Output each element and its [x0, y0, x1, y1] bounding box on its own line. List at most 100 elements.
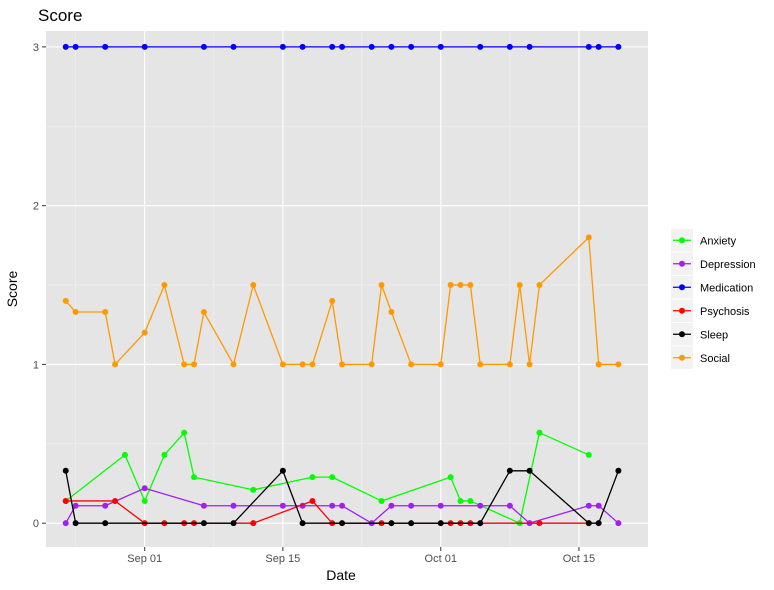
series-anxiety-point-1 [121, 451, 128, 458]
series-social-point-16 [368, 361, 375, 368]
series-medication-point-12 [408, 43, 415, 50]
series-depression-point-1 [72, 502, 79, 509]
series-social-point-20 [437, 361, 444, 368]
plot-panel [46, 31, 648, 547]
legend-item-anxiety: Anxiety [671, 229, 737, 252]
series-medication-point-11 [388, 43, 395, 50]
series-sleep-point-11 [477, 520, 484, 527]
series-sleep-point-16 [615, 467, 622, 474]
series-social-point-26 [516, 282, 523, 289]
series-social-point-4 [141, 329, 148, 336]
x-tick-label-3: Oct 15 [563, 553, 595, 565]
series-social-point-2 [102, 309, 109, 316]
legend-label-sleep: Sleep [700, 329, 728, 341]
series-depression-point-6 [279, 502, 286, 509]
series-depression-point-15 [506, 502, 513, 509]
series-social-point-15 [339, 361, 346, 368]
series-depression [62, 485, 622, 527]
series-sleep-point-4 [230, 520, 237, 527]
series-social-point-9 [230, 361, 237, 368]
series-depression-point-8 [329, 502, 336, 509]
series-social-point-23 [467, 282, 474, 289]
series-sleep-point-14 [585, 520, 592, 527]
series-social-point-13 [309, 361, 316, 368]
series-social-point-17 [378, 282, 385, 289]
series-anxiety-line [65, 432, 590, 524]
legend-item-psychosis: Psychosis [671, 299, 750, 322]
series-medication-point-6 [279, 43, 286, 50]
y-tick-label-0: 0 [33, 518, 39, 530]
series-social-point-7 [191, 361, 198, 368]
series-social-point-5 [161, 282, 168, 289]
series-psychosis-point-7 [309, 497, 316, 504]
y-axis-title: Score [4, 271, 20, 308]
series-social-point-12 [299, 361, 306, 368]
series-medication-point-18 [595, 43, 602, 50]
series-social-point-3 [112, 361, 119, 368]
series-social-point-21 [447, 282, 454, 289]
series-social-point-1 [72, 309, 79, 316]
legend-label-medication: Medication [700, 282, 753, 294]
series-depression-point-19 [615, 520, 622, 527]
series-anxiety-point-6 [250, 486, 257, 493]
series-sleep-point-8 [388, 520, 395, 527]
series-depression-point-0 [62, 520, 69, 527]
series-anxiety-point-15 [585, 451, 592, 458]
y-tick-label-1: 1 [33, 359, 39, 371]
series-anxiety-point-12 [467, 497, 474, 504]
series-sleep-point-7 [339, 520, 346, 527]
x-axis-title: Date [326, 567, 356, 583]
series-medication-point-16 [526, 43, 533, 50]
y-tick-label-2: 2 [33, 201, 39, 213]
legend-key-point-depression [679, 260, 685, 267]
legend-item-social: Social [671, 346, 730, 369]
series-psychosis-point-0 [62, 497, 69, 504]
legend-key-point-anxiety [679, 237, 685, 244]
axis-ticks: Sep 01 Sep 15 Oct 01 Oct 15 0 1 2 3 [33, 42, 595, 565]
series-social-point-11 [279, 361, 286, 368]
legend-key-point-medication [679, 284, 685, 291]
legend-label-psychosis: Psychosis [700, 306, 750, 318]
series-social-point-27 [526, 361, 533, 368]
series-depression-point-12 [408, 502, 415, 509]
series-medication-point-3 [141, 43, 148, 50]
legend-label-anxiety: Anxiety [700, 235, 737, 247]
series-anxiety-point-10 [447, 474, 454, 481]
series-social-point-0 [62, 297, 69, 304]
series-depression-point-9 [339, 502, 346, 509]
series-anxiety-point-8 [329, 474, 336, 481]
legend-item-medication: Medication [671, 276, 753, 299]
series-sleep-point-0 [62, 467, 69, 474]
series-social-point-19 [408, 361, 415, 368]
series-anxiety-point-7 [309, 474, 316, 481]
series-medication-point-0 [62, 43, 69, 50]
series-layer [62, 43, 622, 527]
legend-key-point-sleep [679, 331, 685, 338]
series-sleep-point-6 [299, 520, 306, 527]
series-depression-point-18 [595, 502, 602, 509]
x-tick-label-0: Sep 01 [127, 553, 162, 565]
series-social-point-24 [477, 361, 484, 368]
series-sleep-point-1 [72, 520, 79, 527]
series-medication-point-4 [200, 43, 207, 50]
legend-label-social: Social [700, 353, 730, 365]
x-tick-label-1: Sep 15 [265, 553, 300, 565]
series-anxiety-point-14 [536, 429, 543, 436]
series-social-point-8 [200, 309, 207, 316]
series-sleep-point-3 [200, 520, 207, 527]
series-medication-point-10 [368, 43, 375, 50]
series-social-point-30 [595, 361, 602, 368]
series-medication-point-17 [585, 43, 592, 50]
legend-item-depression: Depression [671, 252, 756, 275]
series-medication-point-7 [299, 43, 306, 50]
series-depression-point-5 [230, 502, 237, 509]
series-medication-point-5 [230, 43, 237, 50]
series-depression-point-17 [585, 502, 592, 509]
series-sleep-point-10 [437, 520, 444, 527]
series-depression-line [65, 487, 619, 524]
series-medication-point-13 [437, 43, 444, 50]
series-depression-point-4 [200, 502, 207, 509]
series-medication-point-1 [72, 43, 79, 50]
series-anxiety-point-2 [141, 497, 148, 504]
